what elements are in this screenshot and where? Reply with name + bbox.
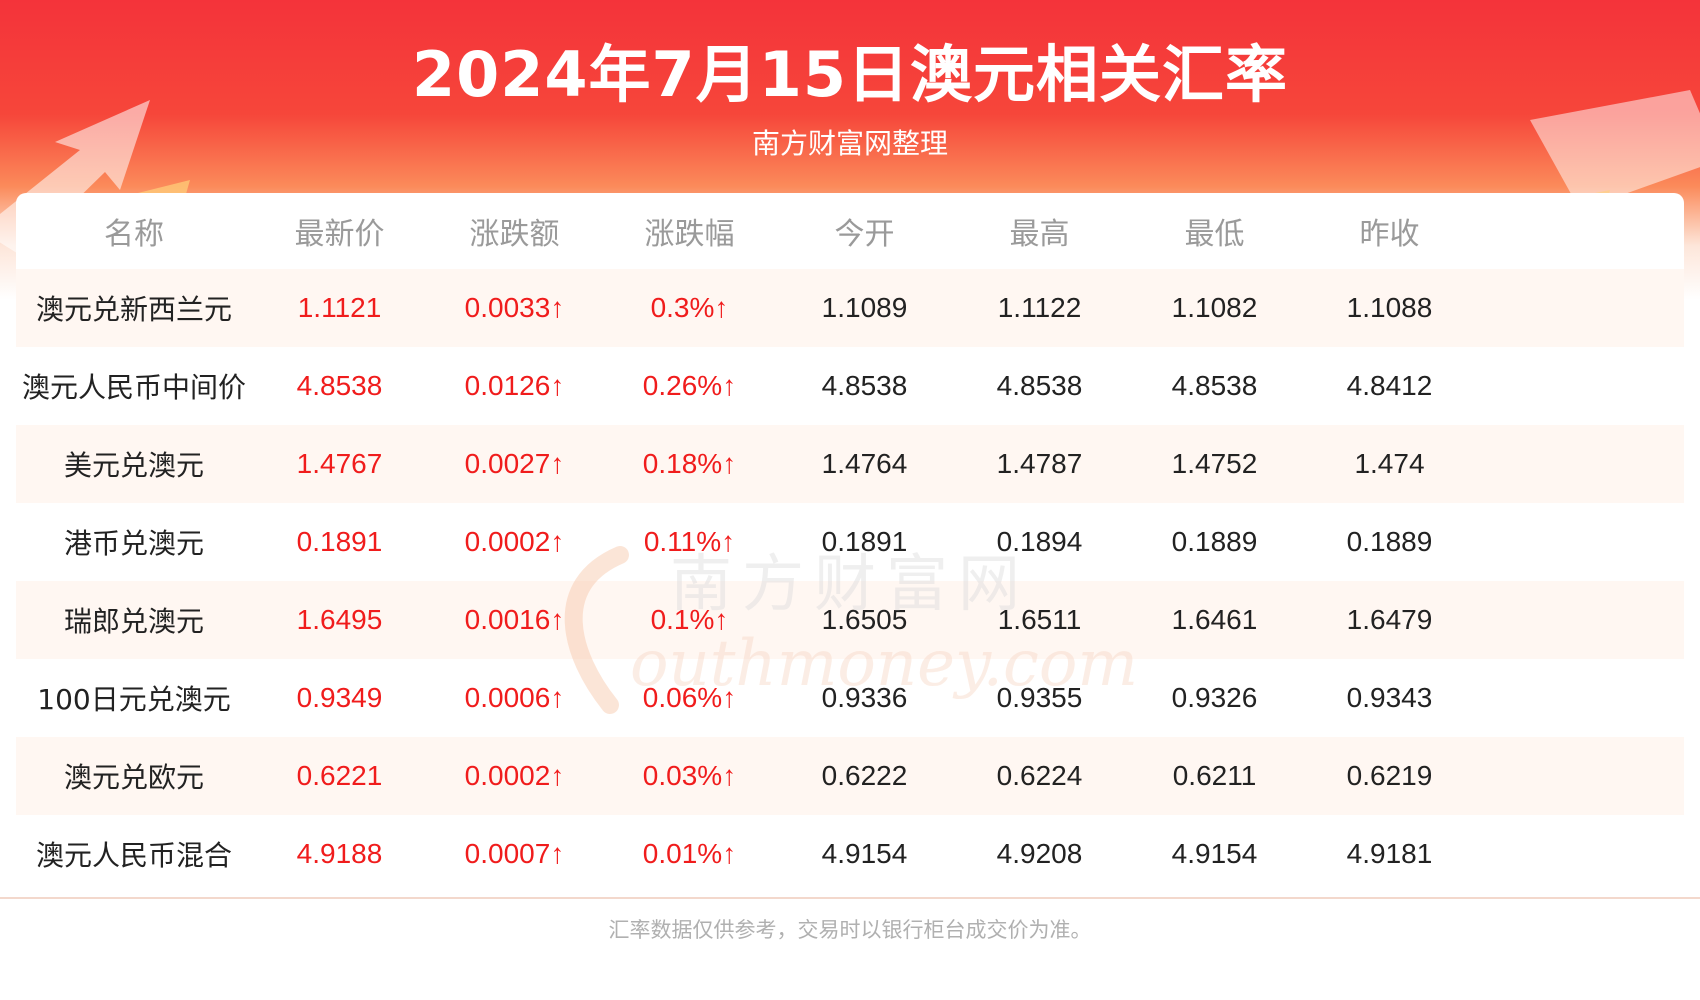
cell-latest: 0.9349 bbox=[296, 682, 383, 713]
cell-open: 1.4764 bbox=[821, 448, 908, 479]
column-header-name: 名称 bbox=[104, 217, 164, 252]
cell-open: 1.1089 bbox=[821, 292, 908, 323]
table-row: 澳元人民币中间价 4.8538 0.0126↑ 0.26%↑ 4.8538 4.… bbox=[16, 347, 1684, 425]
cell-change: 0.0006↑ bbox=[464, 682, 565, 713]
cell-low: 4.8538 bbox=[1171, 370, 1258, 401]
disclaimer-text: 汇率数据仅供参考，交易时以银行柜台成交价为准。 bbox=[608, 918, 1092, 942]
cell-low: 1.1082 bbox=[1171, 292, 1258, 323]
column-header-change: 涨跌额 bbox=[469, 217, 560, 252]
table-row: 港币兑澳元 0.1891 0.0002↑ 0.11%↑ 0.1891 0.189… bbox=[16, 503, 1684, 581]
cell-latest: 4.8538 bbox=[296, 370, 383, 401]
cell-prev-close: 4.8412 bbox=[1346, 370, 1433, 401]
table-row: 澳元兑新西兰元 1.1121 0.0033↑ 0.3%↑ 1.1089 1.11… bbox=[16, 269, 1684, 347]
table-row: 100日元兑澳元 0.9349 0.0006↑ 0.06%↑ 0.9336 0.… bbox=[16, 659, 1684, 737]
column-header-change-pct: 涨跌幅 bbox=[644, 217, 735, 252]
cell-change: 0.0007↑ bbox=[464, 838, 565, 869]
cell-name: 100日元兑澳元 bbox=[37, 683, 231, 716]
cell-low: 0.6211 bbox=[1172, 760, 1257, 791]
cell-low: 0.9326 bbox=[1171, 682, 1258, 713]
cell-open: 0.9336 bbox=[821, 682, 908, 713]
cell-change: 0.0033↑ bbox=[464, 292, 565, 323]
cell-name: 澳元人民币中间价 bbox=[21, 371, 246, 404]
cell-high: 0.1894 bbox=[996, 526, 1083, 557]
cell-name: 澳元人民币混合 bbox=[35, 839, 232, 872]
column-header-low: 最低 bbox=[1184, 217, 1245, 252]
cell-change-pct: 0.03%↑ bbox=[642, 760, 737, 791]
cell-change-pct: 0.18%↑ bbox=[642, 448, 737, 479]
cell-name: 瑞郎兑澳元 bbox=[63, 605, 204, 638]
cell-change: 0.0126↑ bbox=[464, 370, 565, 401]
cell-prev-close: 0.9343 bbox=[1346, 682, 1433, 713]
cell-change-pct: 0.01%↑ bbox=[642, 838, 737, 869]
column-header-prev-close: 昨收 bbox=[1359, 217, 1420, 252]
cell-latest: 4.9188 bbox=[296, 838, 383, 869]
cell-high: 1.6511 bbox=[997, 604, 1082, 635]
cell-open: 0.6222 bbox=[821, 760, 908, 791]
cell-name: 美元兑澳元 bbox=[63, 449, 204, 482]
exchange-rate-table: 名称 最新价 涨跌额 涨跌幅 今开 最高 最低 昨收 澳元兑新西兰元 1.112… bbox=[16, 193, 1684, 898]
cell-high: 1.1122 bbox=[997, 292, 1082, 323]
cell-name: 澳元兑新西兰元 bbox=[35, 293, 232, 326]
cell-low: 0.1889 bbox=[1171, 526, 1258, 557]
cell-open: 0.1891 bbox=[821, 526, 908, 557]
cell-prev-close: 4.9181 bbox=[1346, 838, 1433, 869]
cell-name: 港币兑澳元 bbox=[63, 527, 204, 560]
cell-change: 0.0027↑ bbox=[464, 448, 565, 479]
cell-prev-close: 0.1889 bbox=[1346, 526, 1433, 557]
cell-low: 1.4752 bbox=[1171, 448, 1258, 479]
table-row: 美元兑澳元 1.4767 0.0027↑ 0.18%↑ 1.4764 1.478… bbox=[16, 425, 1684, 503]
cell-open: 1.6505 bbox=[821, 604, 908, 635]
table-header-row: 名称 最新价 涨跌额 涨跌幅 今开 最高 最低 昨收 bbox=[16, 193, 1684, 269]
cell-high: 0.9355 bbox=[996, 682, 1083, 713]
column-header-open: 今开 bbox=[834, 217, 895, 252]
cell-high: 1.4787 bbox=[996, 448, 1083, 479]
cell-change: 0.0016↑ bbox=[464, 604, 565, 635]
page-title: 2024年7月15日澳元相关汇率 bbox=[412, 38, 1288, 111]
cell-change: 0.0002↑ bbox=[464, 526, 565, 557]
cell-open: 4.8538 bbox=[821, 370, 908, 401]
cell-latest: 0.1891 bbox=[296, 526, 383, 557]
cell-high: 4.9208 bbox=[996, 838, 1083, 869]
cell-low: 4.9154 bbox=[1171, 838, 1258, 869]
cell-change-pct: 0.3%↑ bbox=[650, 292, 729, 323]
cell-high: 4.8538 bbox=[996, 370, 1083, 401]
cell-latest: 1.4767 bbox=[296, 448, 383, 479]
cell-latest: 0.6221 bbox=[296, 760, 383, 791]
footer-divider bbox=[0, 897, 1700, 899]
column-header-latest: 最新价 bbox=[294, 217, 385, 252]
cell-change-pct: 0.11%↑ bbox=[643, 526, 736, 557]
cell-prev-close: 1.6479 bbox=[1346, 604, 1433, 635]
cell-change-pct: 0.06%↑ bbox=[642, 682, 737, 713]
cell-open: 4.9154 bbox=[821, 838, 908, 869]
cell-change-pct: 0.26%↑ bbox=[642, 370, 737, 401]
cell-high: 0.6224 bbox=[996, 760, 1083, 791]
cell-name: 澳元兑欧元 bbox=[63, 761, 204, 794]
cell-latest: 1.1121 bbox=[297, 292, 382, 323]
cell-prev-close: 1.474 bbox=[1354, 448, 1425, 479]
cell-change-pct: 0.1%↑ bbox=[650, 604, 729, 635]
cell-change: 0.0002↑ bbox=[464, 760, 565, 791]
cell-prev-close: 0.6219 bbox=[1346, 760, 1433, 791]
cell-prev-close: 1.1088 bbox=[1346, 292, 1433, 323]
cell-low: 1.6461 bbox=[1171, 604, 1258, 635]
page-subtitle: 南方财富网整理 bbox=[751, 127, 948, 160]
table-row: 澳元人民币混合 4.9188 0.0007↑ 0.01%↑ 4.9154 4.9… bbox=[16, 815, 1684, 893]
table-row: 澳元兑欧元 0.6221 0.0002↑ 0.03%↑ 0.6222 0.622… bbox=[16, 737, 1684, 815]
cell-latest: 1.6495 bbox=[296, 604, 383, 635]
table-row: 瑞郎兑澳元 1.6495 0.0016↑ 0.1%↑ 1.6505 1.6511… bbox=[16, 581, 1684, 659]
column-header-high: 最高 bbox=[1009, 217, 1070, 252]
